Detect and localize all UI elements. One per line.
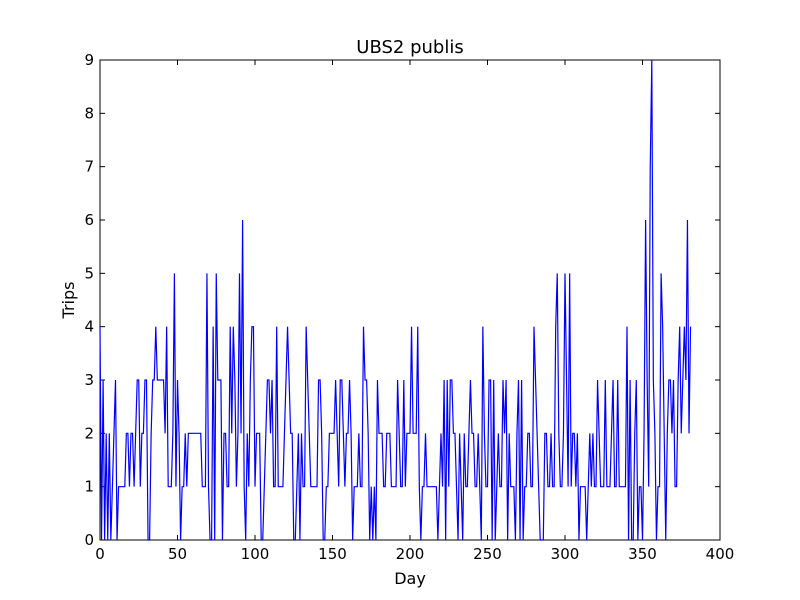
y-tick-label: 6 [84, 211, 94, 229]
chart-title: UBS2 publis [356, 37, 463, 58]
x-tick-label: 50 [168, 545, 187, 563]
y-tick-label: 8 [84, 104, 94, 122]
y-tick-label: 3 [84, 371, 94, 389]
x-tick-label: 0 [95, 545, 105, 563]
x-tick-label: 100 [241, 545, 270, 563]
y-tick-label: 2 [84, 424, 94, 442]
x-tick-label: 150 [318, 545, 347, 563]
x-tick-label: 350 [628, 545, 657, 563]
x-tick-label: 400 [706, 545, 735, 563]
x-tick-label: 250 [473, 545, 502, 563]
x-tick-label: 300 [551, 545, 580, 563]
y-tick-label: 0 [84, 531, 94, 549]
y-tick-label: 4 [84, 318, 94, 336]
y-tick-label: 9 [84, 51, 94, 69]
x-axis: 0 50 100 150 200 250 300 350 400 [95, 60, 734, 563]
x-tick-label: 200 [396, 545, 425, 563]
y-tick-label: 5 [84, 264, 94, 282]
x-axis-label: Day [394, 569, 426, 588]
y-tick-label: 7 [84, 158, 94, 176]
y-tick-label: 1 [84, 478, 94, 496]
series-layer [99, 59, 692, 541]
series-line [99, 59, 692, 541]
y-axis-label: Trips [59, 282, 78, 320]
plot-area [99, 59, 721, 541]
